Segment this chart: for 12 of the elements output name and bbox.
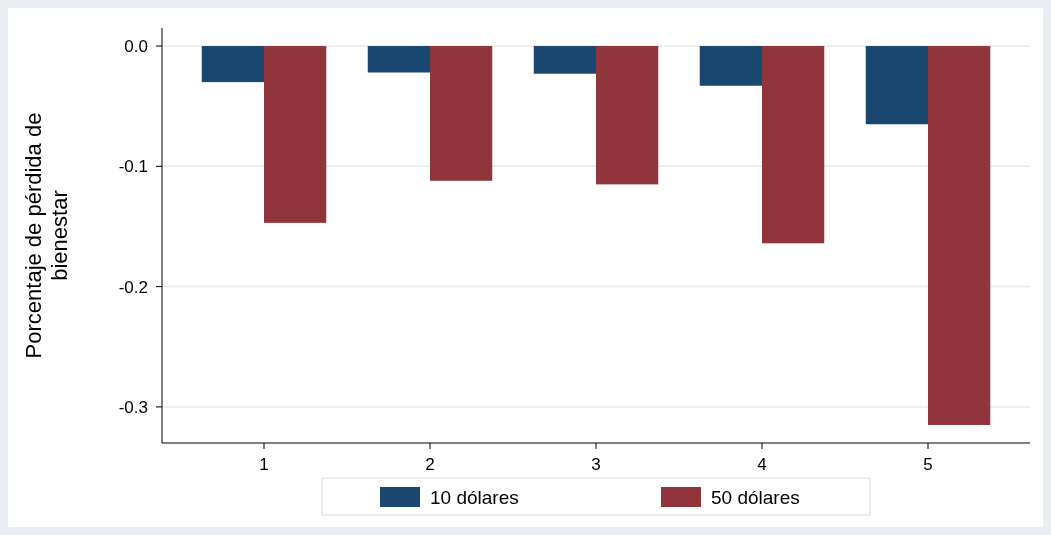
y-tick-label: -0.3 bbox=[118, 397, 148, 417]
x-tick-label: 5 bbox=[923, 455, 933, 474]
x-tick-label: 2 bbox=[425, 455, 435, 474]
x-tick-label: 1 bbox=[259, 455, 269, 474]
legend-label: 50 dólares bbox=[711, 486, 800, 508]
y-axis-title: Porcentaje de pérdida de bienestar bbox=[21, 112, 72, 359]
x-tick-label: 4 bbox=[757, 455, 767, 474]
y-tick-label: -0.2 bbox=[118, 277, 148, 297]
legend-label: 10 dólares bbox=[430, 486, 519, 508]
x-tick-label: 3 bbox=[591, 455, 601, 474]
y-tick-label: 0.0 bbox=[124, 36, 148, 56]
y-tick-label: -0.1 bbox=[118, 157, 148, 177]
